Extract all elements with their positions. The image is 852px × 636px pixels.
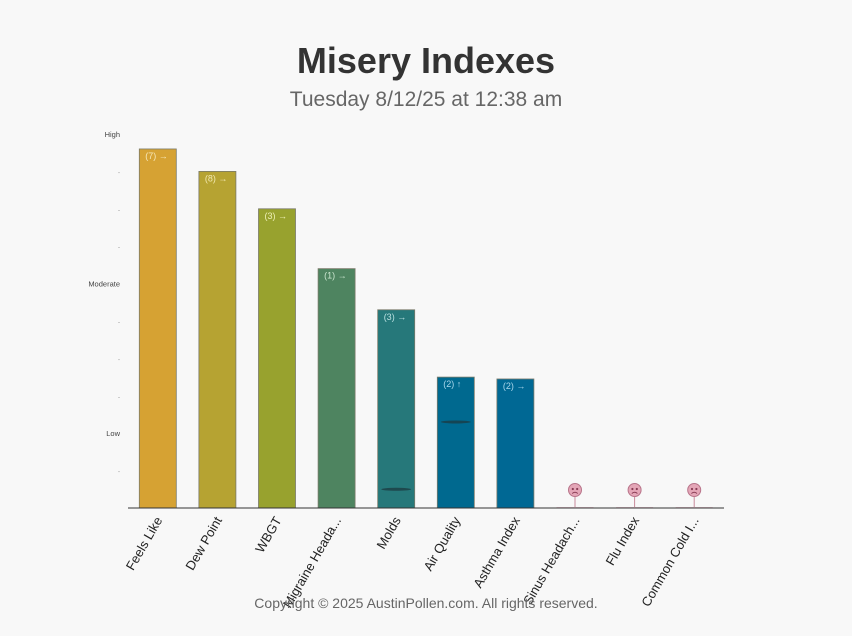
- bar-data-label: (2) ↑: [443, 379, 461, 389]
- bar: [138, 148, 177, 509]
- icon-eye: [631, 487, 634, 491]
- x-tick-label: WBGT: [252, 514, 285, 555]
- y-minor-tick-label: -: [118, 395, 120, 401]
- y-minor-tick-label: -: [118, 245, 120, 251]
- icon-eye: [635, 487, 638, 491]
- bar-data-label: (7) →: [145, 151, 168, 161]
- forecast-marker: [381, 487, 412, 491]
- y-minor-tick-label: -: [118, 208, 120, 214]
- mood-sad-icon: [627, 483, 642, 497]
- x-tick-label: Asthma Index: [470, 514, 523, 591]
- bar: [317, 268, 356, 509]
- y-minor-tick-label: -: [118, 470, 120, 476]
- y-minor-tick-label: -: [118, 357, 120, 363]
- bar: [436, 376, 475, 509]
- y-minor-tick-label: -: [118, 320, 120, 326]
- bar-data-label: (2) →: [503, 381, 526, 391]
- x-tick-label: Dew Point: [182, 514, 225, 573]
- icon-mouth: [631, 491, 638, 494]
- x-tick-label: Feels Like: [123, 514, 166, 573]
- bar-data-label: (8) →: [205, 173, 228, 183]
- chart-title: Misery Indexes: [296, 40, 556, 81]
- icon-eye: [695, 487, 698, 491]
- icon-eye: [571, 487, 574, 491]
- forecast-marker: [440, 420, 471, 424]
- icon-mouth: [571, 491, 579, 494]
- mood-sad-icon: [687, 483, 702, 497]
- bar: [377, 309, 416, 509]
- mood-sad-icon: [568, 483, 582, 497]
- copyright-footer: Copyright © 2025 AustinPollen.com. All r…: [254, 595, 598, 611]
- x-tick-label: Molds: [373, 514, 404, 552]
- bar: [198, 170, 237, 509]
- chart-subtitle: Tuesday 8/12/25 at 12:38 am: [289, 88, 563, 111]
- y-minor-tick-label: -: [118, 170, 120, 176]
- bar-data-label: (3) →: [384, 312, 407, 322]
- x-tick-label: Sinus Headach...: [520, 514, 582, 607]
- icon-mouth: [691, 491, 698, 494]
- y-tick-label-low: Low: [106, 429, 120, 438]
- icon-eye: [576, 487, 579, 491]
- bar-data-label: (3) →: [265, 211, 288, 221]
- y-tick-label-moderate: Moderate: [88, 280, 120, 289]
- bar: [496, 378, 535, 509]
- icon-eye: [690, 487, 694, 491]
- x-tick-label: Flu Index: [602, 514, 642, 568]
- y-tick-label-high: High: [105, 130, 120, 139]
- bar: [258, 208, 296, 509]
- bar-data-label: (1) →: [324, 271, 347, 281]
- x-tick-label: Air Quality: [420, 514, 463, 574]
